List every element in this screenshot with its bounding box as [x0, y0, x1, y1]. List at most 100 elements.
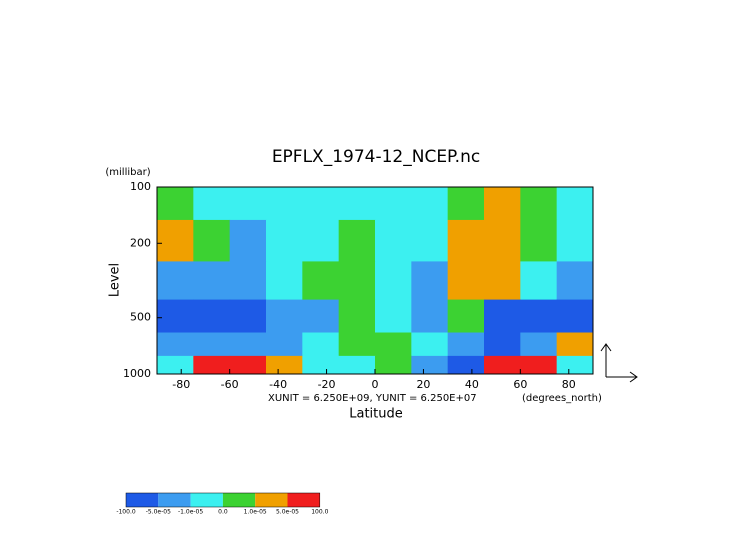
- contour-cell: [229, 187, 267, 221]
- contour-cell: [338, 355, 376, 375]
- x-label: Latitude: [349, 407, 403, 422]
- colorbar-label: 0.0: [218, 509, 228, 516]
- contour-cell: [375, 332, 412, 357]
- colorbar-swatch: [190, 493, 223, 507]
- contour-cell: [193, 219, 231, 262]
- contour-cell: [375, 187, 412, 221]
- contour-cell: [229, 299, 267, 334]
- contour-cell: [266, 332, 303, 357]
- colorbar-swatch: [255, 493, 288, 507]
- unit-note: XUNIT = 6.250E+09, YUNIT = 6.250E+07: [268, 393, 477, 404]
- contour-cell: [520, 219, 558, 262]
- contour-cell: [484, 299, 521, 334]
- contour-cell: [411, 187, 449, 221]
- contour-cell: [266, 261, 303, 301]
- contour-cell: [302, 332, 340, 357]
- colorbar-swatch: [158, 493, 191, 507]
- contour-cell: [375, 299, 412, 334]
- contour-cell: [338, 219, 376, 262]
- contour-cell: [556, 299, 594, 334]
- contour-cell: [411, 332, 449, 357]
- x-tick-label: 80: [562, 378, 576, 391]
- contour-cell: [375, 219, 412, 262]
- contour-cell: [520, 332, 558, 357]
- colorbar-label: -5.0e-05: [146, 509, 171, 516]
- contour-cell: [193, 332, 231, 357]
- contour-cell: [229, 355, 267, 375]
- contour-cell: [193, 187, 231, 221]
- contour-cell: [447, 261, 485, 301]
- contour-cell: [266, 355, 303, 375]
- colorbar-label: -100.0: [116, 509, 136, 516]
- contour-cell: [157, 355, 194, 375]
- contour-cell: [520, 355, 558, 375]
- contour-cell: [411, 355, 449, 375]
- contour-cell: [375, 355, 412, 375]
- x-tick-label: 60: [513, 378, 527, 391]
- contour-cell: [229, 219, 267, 262]
- contour-cell: [447, 299, 485, 334]
- contour-cell: [157, 332, 194, 357]
- contour-cell: [266, 219, 303, 262]
- y-unit: (millibar): [105, 167, 150, 178]
- contour-cell: [338, 261, 376, 301]
- y-tick-label: 1000: [123, 367, 151, 380]
- y-tick-label: 100: [130, 180, 151, 193]
- contour-cell: [266, 187, 303, 221]
- contour-cell: [302, 299, 340, 334]
- contour-cell: [484, 355, 521, 375]
- x-tick-label: -20: [318, 378, 336, 391]
- contour-cell: [193, 261, 231, 301]
- contour-cell: [229, 332, 267, 357]
- contour-cell: [556, 261, 594, 301]
- contour-cell: [411, 219, 449, 262]
- colorbar-swatch: [126, 493, 159, 507]
- contour-cell: [520, 187, 558, 221]
- x-tick-label: 0: [372, 378, 379, 391]
- contour-cell: [556, 332, 594, 357]
- contour-cell: [229, 261, 267, 301]
- contour-cell: [556, 187, 594, 221]
- contour-cell: [411, 261, 449, 301]
- contour-cell: [266, 299, 303, 334]
- contour-cell: [338, 299, 376, 334]
- x-tick-label: 40: [465, 378, 479, 391]
- contour-cell: [411, 299, 449, 334]
- contour-cell: [484, 261, 521, 301]
- contour-cell: [484, 332, 521, 357]
- contour-cell: [338, 332, 376, 357]
- contour-cell: [157, 187, 194, 221]
- contour-cell: [447, 332, 485, 357]
- contour-cell: [484, 187, 521, 221]
- contour-cell: [338, 187, 376, 221]
- contour-cell: [302, 219, 340, 262]
- contour-cell: [302, 187, 340, 221]
- contour-cell: [447, 355, 485, 375]
- x-tick-label: -40: [269, 378, 287, 391]
- y-tick-label: 500: [130, 311, 151, 324]
- colorbar-frame: [125, 492, 321, 508]
- y-label: Level: [108, 263, 123, 297]
- colorbar-label: 1.0e-05: [244, 509, 267, 516]
- y-tick-label: 200: [130, 236, 151, 249]
- contour-cell: [556, 355, 594, 375]
- contour-cell: [484, 219, 521, 262]
- contour-cell: [520, 299, 558, 334]
- contour-cell: [447, 187, 485, 221]
- contour-cell: [447, 219, 485, 262]
- reference-arrows: [600, 343, 638, 383]
- contour-cell: [520, 261, 558, 301]
- contour-cell: [193, 355, 231, 375]
- contour-cell: [302, 355, 340, 375]
- contour-cell: [157, 299, 194, 334]
- x-tick-label: -80: [172, 378, 190, 391]
- contour-cell: [375, 261, 412, 301]
- colorbar-label: 5.0e-05: [276, 509, 299, 516]
- chart-title: EPFLX_1974-12_NCEP.nc: [272, 147, 480, 167]
- colorbar-swatch: [222, 493, 256, 507]
- contour-cell: [157, 261, 194, 301]
- x-tick-label: 20: [416, 378, 430, 391]
- colorbar-label: -1.0e-05: [178, 509, 203, 516]
- contour-cell: [556, 219, 594, 262]
